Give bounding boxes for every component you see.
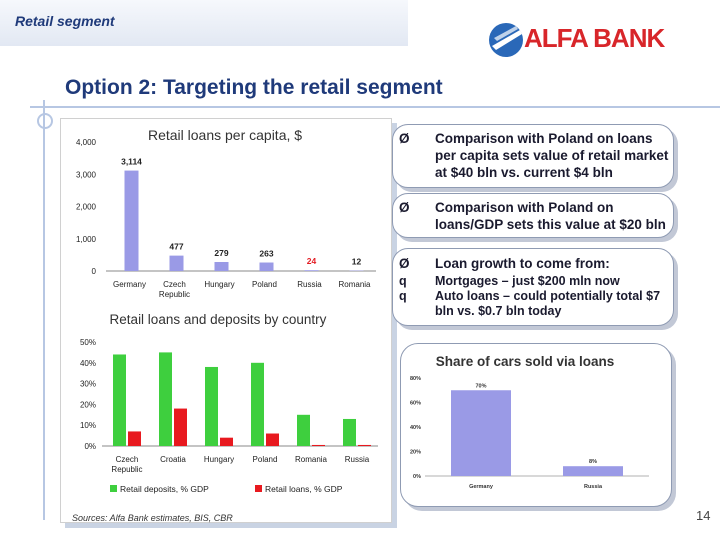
legend-swatch [255,485,262,492]
arrow-bullet-icon: Ø [399,256,410,271]
loan-bar-russia [358,444,371,446]
chart-title: Share of cars sold via loans [436,354,615,369]
data-label: 12 [352,257,362,267]
bullet-text: Auto loans – could potentially total $7 … [435,289,661,318]
x-tick-label: Germany [469,484,494,490]
data-label: 477 [169,242,183,252]
loan-bar-croatia [174,408,187,446]
deposit-bar-russia [343,418,356,446]
legend-swatch [110,485,117,492]
x-tick-label: Russia [345,455,370,464]
loan-bar-hungary [220,437,233,446]
bar-poland [259,262,274,271]
y-tick-label: 80% [410,376,421,382]
y-tick-label: 2,000 [76,203,97,212]
bar-russia [304,270,319,271]
bullet-text: Loan growth to come from: [435,256,610,271]
loan-bar-czech-republic [128,431,141,446]
y-tick-label: 1,000 [76,235,97,244]
cars-via-loans-chart: Share of cars sold via loans 80% 60% 40% 20%… [410,354,649,490]
page-number: 14 [696,508,711,523]
x-tick-label: Romania [295,455,328,464]
data-label: 24 [307,256,317,266]
y-tick-label: 0 [92,267,97,276]
section-title: Retail segment [15,13,115,29]
x-tick-label: Romania [338,280,371,289]
deposit-bar-hungary [205,366,218,446]
legend-label: Retail deposits, % GDP [120,484,209,494]
x-tick-label: Republic [111,465,142,474]
loans-per-capita-chart: Retail loans per capita, $ 4,000 3,000 2,00… [76,127,376,299]
loan-bar-romania [312,444,325,446]
bar-germany [451,390,511,476]
arrow-bullet-icon: Ø [399,131,410,146]
deposit-bar-croatia [159,352,172,446]
y-tick-label: 20% [80,400,96,409]
logo-text: ALFA BANK [524,23,665,53]
left-rule [43,100,45,520]
data-label: 263 [259,249,273,259]
square-bullet-icon: q [399,274,407,288]
sources-note: Sources: Alfa Bank estimates, BIS, CBR [72,513,233,523]
x-tick-label: Russia [297,280,322,289]
y-tick-label: 3,000 [76,170,97,179]
bar-hungary [214,262,229,271]
chart-title: Retail loans and deposits by country [110,312,327,327]
bar-russia [563,466,623,476]
loan-bar-poland [266,433,279,446]
callout-cars-chart: Share of cars sold via loans 80% 60% 40% 20%… [400,343,672,507]
alfa-swoosh-icon [489,23,523,57]
x-tick-label: Hungary [204,455,234,464]
y-tick-label: 0% [413,474,421,480]
crosshair-ornament [37,113,53,129]
chart-title: Retail loans per capita, $ [148,127,302,143]
square-bullet-icon: q [399,289,407,303]
y-tick-label: 0% [84,442,96,451]
deposit-bar-czech-republic [113,354,126,446]
x-tick-label: Poland [253,455,278,464]
callout-loans-gdp: Ø Comparison with Poland on loans/GDP set… [392,193,674,238]
title-divider [30,106,720,108]
y-tick-label: 40% [410,425,421,431]
x-tick-label: Russia [584,484,603,490]
x-tick-label: Czech [116,455,139,464]
arrow-bullet-icon: Ø [399,200,410,215]
charts-panel [60,118,392,523]
x-tick-label: Czech [163,280,186,289]
y-tick-label: 20% [410,450,421,456]
callout-loan-growth: Ø Loan growth to come from: q Mortgages – … [392,248,674,326]
header-bar: Retail segment [0,0,408,46]
loans-deposits-chart: Retail loans and deposits by country 50% 4… [80,312,378,494]
deposit-bar-romania [297,414,310,446]
y-tick-label: 4,000 [76,138,97,147]
alfa-bank-logo: ALFA BANK [488,20,688,60]
y-tick-label: 30% [80,380,96,389]
data-label: 8% [589,459,597,465]
x-tick-label: Croatia [160,455,186,464]
data-label: 3,114 [121,157,142,167]
data-label: 279 [214,248,228,258]
data-label: 70% [475,383,486,389]
x-tick-label: Germany [113,280,146,289]
y-tick-label: 60% [410,401,421,407]
bar-germany [124,170,139,271]
bullet-text: Comparison with Poland on loans/GDP sets… [435,200,666,232]
slide-title: Option 2: Targeting the retail segment [65,76,443,99]
x-tick-label: Hungary [204,280,234,289]
y-tick-label: 50% [80,338,96,347]
bullet-text: Mortgages – just $200 mln now [435,274,620,288]
deposit-bar-poland [251,362,264,446]
legend-label: Retail loans, % GDP [265,484,343,494]
x-tick-label: Poland [252,280,277,289]
bullet-text: Comparison with Poland on loans per capi… [435,131,669,180]
y-tick-label: 10% [80,421,96,430]
bar-czech-republic [169,255,184,271]
y-tick-label: 40% [80,359,96,368]
callout-loans-per-capita: Ø Comparison with Poland on loans per cap… [392,124,674,188]
x-tick-label: Republic [159,290,190,299]
